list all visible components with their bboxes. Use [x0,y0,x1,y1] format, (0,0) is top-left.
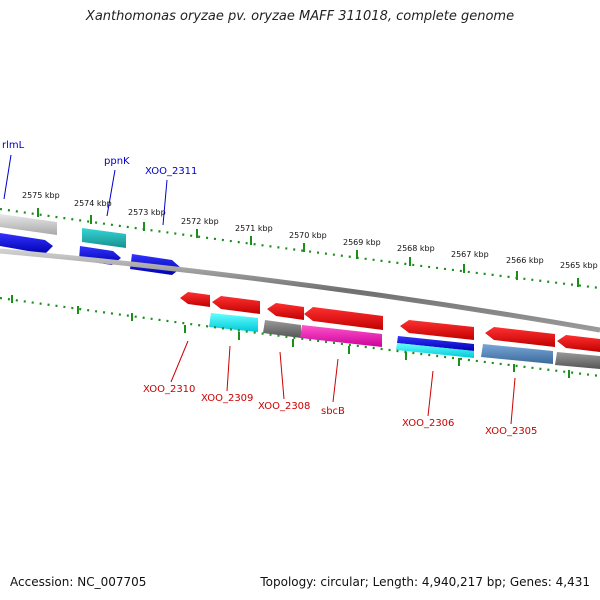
gene-label-sbcB: sbcB [321,406,345,417]
gene-block [267,303,304,320]
reverse-gene-labels: XOO_2310 XOO_2309 XOO_2308 sbcB XOO_2306… [143,384,537,437]
forward-leaders [3,154,168,226]
gene-block [0,233,53,254]
gene-label-XOO-2310: XOO_2310 [143,384,195,395]
gene-block [212,296,260,314]
scale-label: 2572 kbp [181,217,219,226]
gene-block [557,335,600,352]
reverse-leaders [170,340,516,425]
forward-gene-labels: rlmL ppnK XOO_2311 [2,140,197,177]
gene-block [82,228,126,248]
scale-label: 2574 kbp [74,199,112,208]
reverse-genes-row2 [209,313,600,369]
gene-label-XOO-2305: XOO_2305 [485,426,537,437]
gene-label-XOO-2306: XOO_2306 [402,418,454,429]
gene-label-XOO-2309: XOO_2309 [201,393,253,404]
scale-label: 2569 kbp [343,238,381,247]
gene-label-ppnK: ppnK [104,156,130,167]
gene-block [481,344,553,364]
scale-label: 2565 kbp [560,261,598,270]
gene-label-XOO-2311: XOO_2311 [145,166,197,177]
gene-block [300,325,382,347]
scale-label: 2575 kbp [22,191,60,200]
scale-label: 2573 kbp [128,208,166,217]
genome-backbone [0,248,600,333]
gene-label-rlmL: rlmL [2,140,25,151]
inner-scale-ticks [11,295,570,378]
gene-block [180,292,210,307]
gene-block [396,343,474,358]
gene-block [263,320,301,338]
scale-label: 2570 kbp [289,231,327,240]
scale-label: 2567 kbp [451,250,489,259]
accession-text: Accession: NC_007705 [10,575,147,589]
reverse-genes-row1 [180,292,600,352]
gene-block [0,214,57,235]
gene-block [304,307,383,330]
scale-label: 2566 kbp [506,256,544,265]
gene-label-XOO-2308: XOO_2308 [258,401,310,412]
inner-scale-line [0,296,600,378]
topology-text: Topology: circular; Length: 4,940,217 bp… [260,575,590,589]
scale-labels: 2575 kbp 2574 kbp 2573 kbp 2572 kbp 2571… [22,191,598,270]
scale-label: 2571 kbp [235,224,273,233]
outer-scale-ticks [37,208,579,287]
gene-block [209,313,258,332]
map-title: Xanthomonas oryzae pv. oryzae MAFF 31101… [85,9,515,24]
gene-block [555,352,600,369]
scale-label: 2568 kbp [397,244,435,253]
gene-block [397,336,474,351]
gene-block [485,327,555,347]
gene-block [400,320,474,340]
